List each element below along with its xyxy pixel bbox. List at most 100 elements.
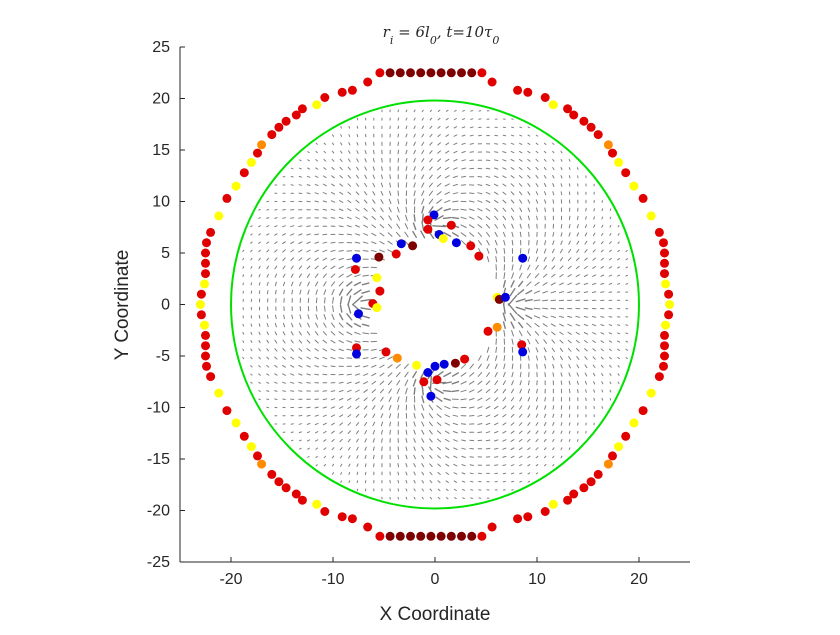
quiver-arrow bbox=[355, 366, 360, 367]
quiver-arrow bbox=[331, 332, 335, 335]
quiver-arrow bbox=[299, 340, 302, 343]
quiver-arrow bbox=[323, 423, 326, 425]
quiver-arrow bbox=[495, 184, 498, 186]
quiver-arrow bbox=[593, 341, 596, 343]
quiver-arrow bbox=[259, 374, 261, 375]
quiver-arrow bbox=[585, 381, 586, 384]
quiver-arrow bbox=[371, 357, 376, 358]
quiver-arrow bbox=[561, 365, 562, 368]
quiver-arrow bbox=[610, 225, 611, 227]
quiver-arrow bbox=[520, 372, 521, 376]
quiver-arrow bbox=[332, 184, 335, 186]
quiver-arrow bbox=[584, 292, 588, 293]
quiver-arrow bbox=[382, 159, 383, 163]
quiver-arrow bbox=[259, 234, 261, 235]
quiver-arrow bbox=[626, 267, 628, 268]
outer-particle bbox=[267, 470, 276, 479]
quiver-arrow bbox=[478, 233, 481, 237]
quiver-arrow bbox=[495, 389, 498, 392]
quiver-arrow bbox=[470, 364, 474, 368]
quiver-arrow bbox=[398, 118, 399, 120]
inner-particle bbox=[433, 375, 442, 384]
quiver-arrow bbox=[414, 118, 415, 120]
quiver-arrow bbox=[259, 316, 260, 319]
outer-particle bbox=[647, 389, 656, 398]
quiver-arrow bbox=[536, 151, 538, 153]
quiver-arrow bbox=[283, 282, 284, 285]
quiver-arrow bbox=[332, 151, 334, 153]
quiver-arrow bbox=[365, 431, 367, 434]
quiver-arrow bbox=[430, 134, 432, 136]
quiver-arrow bbox=[332, 456, 334, 458]
quiver-arrow bbox=[578, 390, 579, 393]
quiver-arrow bbox=[585, 341, 588, 343]
quiver-arrow bbox=[347, 226, 351, 227]
quiver-arrow bbox=[398, 134, 399, 137]
quiver-arrow bbox=[478, 381, 482, 384]
quiver-arrow bbox=[340, 184, 343, 186]
quiver-arrow bbox=[593, 357, 595, 359]
quiver-arrow bbox=[243, 283, 244, 285]
quiver-arrow bbox=[348, 200, 351, 202]
quiver-arrow bbox=[431, 377, 432, 390]
quiver-arrow bbox=[316, 448, 318, 449]
quiver-arrow bbox=[511, 192, 514, 195]
quiver-arrow bbox=[259, 332, 260, 335]
quiver-arrow bbox=[471, 481, 474, 482]
quiver-arrow bbox=[446, 439, 450, 441]
quiver-arrow bbox=[364, 398, 367, 401]
quiver-arrow bbox=[414, 167, 415, 171]
quiver-arrow bbox=[618, 325, 620, 326]
quiver-arrow bbox=[340, 456, 342, 458]
quiver-arrow bbox=[553, 439, 554, 441]
quiver-arrow bbox=[544, 456, 546, 458]
quiver-arrow bbox=[398, 207, 400, 212]
quiver-arrow bbox=[308, 160, 310, 161]
quiver-arrow bbox=[553, 456, 554, 458]
quiver-arrow bbox=[503, 440, 506, 442]
quiver-arrow bbox=[388, 241, 392, 244]
quiver-arrow bbox=[348, 296, 351, 305]
quiver-arrow bbox=[519, 168, 522, 170]
quiver-arrow bbox=[601, 292, 604, 293]
quiver-arrow bbox=[414, 447, 415, 450]
quiver-arrow bbox=[486, 381, 489, 385]
quiver-arrow bbox=[609, 292, 612, 293]
quiver-arrow bbox=[299, 382, 302, 383]
inner-particle bbox=[372, 303, 381, 312]
quiver-arrow bbox=[446, 151, 449, 153]
outer-particle bbox=[201, 341, 210, 350]
quiver-arrow bbox=[259, 382, 261, 383]
quiver-arrow bbox=[308, 152, 309, 153]
quiver-arrow bbox=[569, 160, 570, 162]
quiver-arrow bbox=[414, 455, 416, 458]
quiver-arrow bbox=[388, 373, 392, 377]
inner-particle bbox=[493, 323, 502, 332]
outer-particle bbox=[604, 140, 613, 149]
quiver-arrow bbox=[348, 304, 351, 313]
quiver-arrow bbox=[315, 250, 319, 252]
quiver-arrow bbox=[308, 448, 310, 449]
quiver-arrow bbox=[340, 439, 342, 441]
quiver-arrow bbox=[520, 414, 522, 417]
quiver-arrow bbox=[586, 390, 587, 393]
quiver-arrow bbox=[593, 333, 596, 335]
quiver-arrow bbox=[308, 456, 309, 457]
outer-particle bbox=[426, 68, 435, 77]
quiver-arrow bbox=[332, 176, 335, 178]
inner-particle bbox=[352, 349, 361, 358]
quiver-arrow bbox=[544, 266, 547, 270]
quiver-arrow bbox=[512, 389, 514, 393]
quiver-arrow bbox=[382, 175, 383, 179]
quiver-arrow bbox=[259, 391, 261, 392]
quiver-arrow bbox=[372, 208, 375, 211]
quiver-arrow bbox=[315, 234, 319, 235]
quiver-arrow bbox=[364, 374, 368, 376]
quiver-arrow bbox=[437, 200, 442, 204]
quiver-arrow bbox=[520, 151, 522, 152]
outer-particle bbox=[579, 117, 588, 126]
quiver-arrow bbox=[372, 365, 376, 367]
quiver-arrow bbox=[470, 457, 474, 458]
quiver-arrow bbox=[356, 414, 359, 417]
outer-particle bbox=[549, 100, 558, 109]
